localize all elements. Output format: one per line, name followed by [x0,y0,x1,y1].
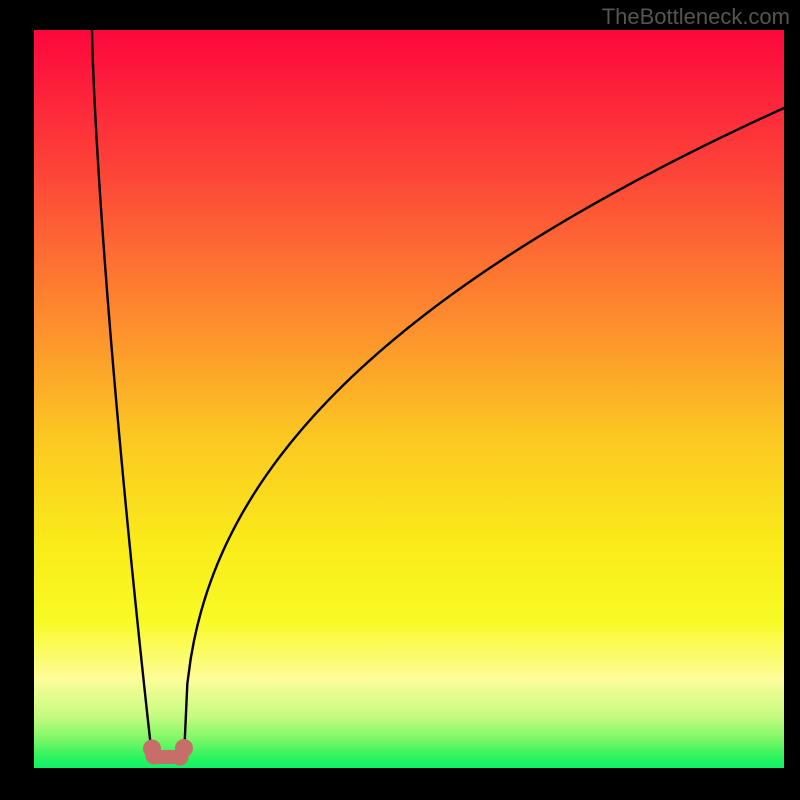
bottleneck-chart [34,30,784,768]
gradient-background [34,30,784,768]
canvas: TheBottleneck.com [0,0,800,800]
valley-dot [175,739,193,757]
watermark-text: TheBottleneck.com [602,4,790,30]
valley-dot [146,748,163,765]
